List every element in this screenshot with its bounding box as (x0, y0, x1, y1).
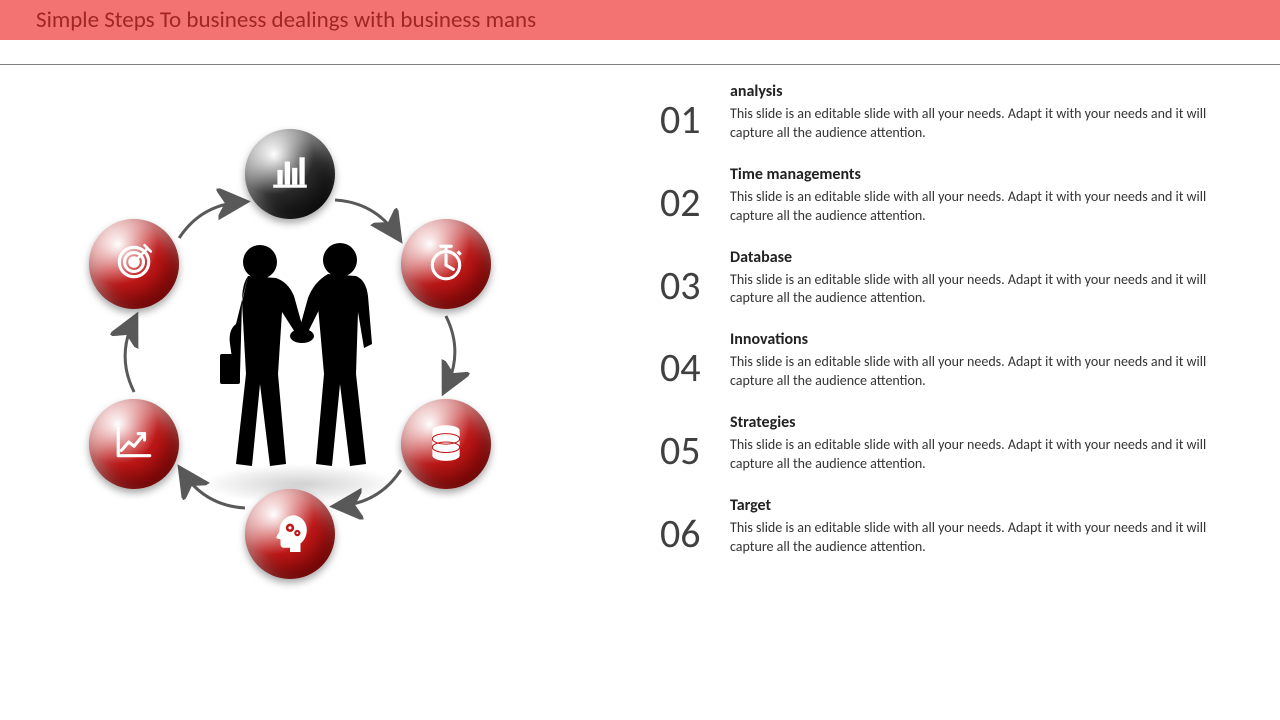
title-bar: Simple Steps To business dealings with b… (0, 0, 1280, 40)
step-title: Database (730, 248, 1220, 267)
list-item: 02 Time managements This slide is an edi… (660, 165, 1240, 226)
step-number: 01 (660, 82, 730, 140)
circular-diagram (30, 84, 550, 604)
handshake-silhouette (190, 234, 410, 494)
step-desc: This slide is an editable slide with all… (730, 519, 1220, 557)
step-title: Time managements (730, 165, 1220, 184)
step-title: Innovations (730, 330, 1220, 349)
head-gears-icon (269, 511, 311, 558)
time-node (401, 219, 491, 309)
list-item: 01 analysis This slide is an editable sl… (660, 82, 1240, 143)
bar-chart-icon (269, 151, 311, 198)
strategies-node (89, 399, 179, 489)
step-number: 03 (660, 248, 730, 306)
step-desc: This slide is an editable slide with all… (730, 271, 1220, 309)
list-item: 03 Database This slide is an editable sl… (660, 248, 1240, 309)
list-item: 04 Innovations This slide is an editable… (660, 330, 1240, 391)
analysis-node (245, 129, 335, 219)
target-icon (113, 241, 155, 288)
step-number: 06 (660, 496, 730, 554)
list-item: 05 Strategies This slide is an editable … (660, 413, 1240, 474)
database-icon (425, 421, 467, 468)
step-desc: This slide is an editable slide with all… (730, 436, 1220, 474)
target-node (89, 219, 179, 309)
step-title: Target (730, 496, 1220, 515)
line-up-icon (113, 421, 155, 468)
list-item: 06 Target This slide is an editable slid… (660, 496, 1240, 557)
page-title: Simple Steps To business dealings with b… (36, 6, 536, 34)
step-title: analysis (730, 82, 1220, 101)
step-desc: This slide is an editable slide with all… (730, 188, 1220, 226)
step-number: 04 (660, 330, 730, 388)
step-desc: This slide is an editable slide with all… (730, 353, 1220, 391)
step-desc: This slide is an editable slide with all… (730, 105, 1220, 143)
step-number: 05 (660, 413, 730, 471)
main-area: 01 analysis This slide is an editable sl… (0, 64, 1280, 720)
innovations-node (245, 489, 335, 579)
stopwatch-icon (425, 241, 467, 288)
step-number: 02 (660, 165, 730, 223)
database-node (401, 399, 491, 489)
step-title: Strategies (730, 413, 1220, 432)
steps-list: 01 analysis This slide is an editable sl… (660, 82, 1240, 579)
